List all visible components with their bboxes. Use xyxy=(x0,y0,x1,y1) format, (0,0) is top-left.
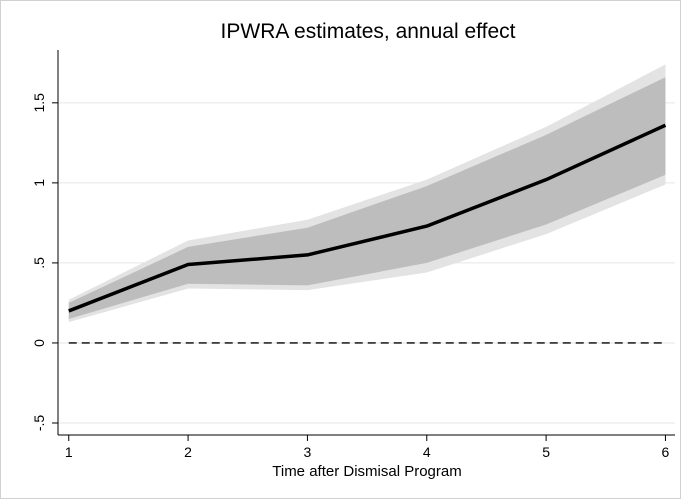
chart-title: IPWRA estimates, annual effect xyxy=(221,20,516,43)
x-axis-label: Time after Dismisal Program xyxy=(272,463,461,480)
y-tick-label: 0 xyxy=(31,339,47,347)
x-tick-label: 2 xyxy=(184,444,192,460)
y-tick-label: -.5 xyxy=(31,415,47,432)
x-tick-label: 3 xyxy=(304,444,312,460)
x-tick-label: 4 xyxy=(423,444,431,460)
x-tick-label: 6 xyxy=(662,444,670,460)
y-tick-label: 1 xyxy=(31,179,47,187)
line xyxy=(68,123,667,313)
confidence-band xyxy=(68,77,666,319)
y-tick-label: .5 xyxy=(31,257,47,269)
y-tick-label: 1.5 xyxy=(31,93,47,113)
x-tick-label: 1 xyxy=(65,444,73,460)
x-tick-label: 5 xyxy=(542,444,550,460)
